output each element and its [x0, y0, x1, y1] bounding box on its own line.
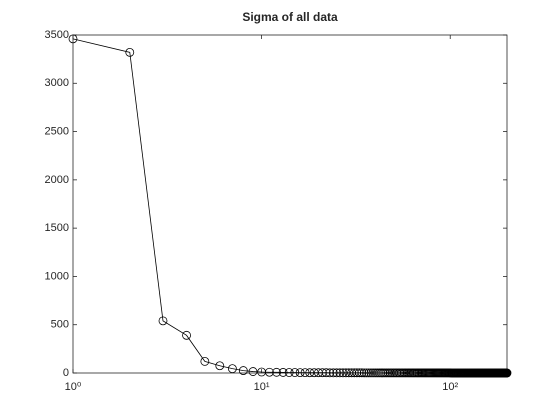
marker	[328, 368, 338, 378]
marker	[376, 368, 386, 378]
y-tick-label: 1000	[45, 270, 69, 282]
marker	[338, 368, 348, 378]
axes-box	[72, 34, 508, 374]
y-tick-label: 1500	[45, 222, 69, 234]
marker	[374, 368, 384, 378]
marker	[317, 368, 327, 378]
marker	[248, 367, 258, 376]
marker	[125, 47, 135, 57]
marker	[357, 368, 367, 378]
marker	[335, 368, 345, 378]
marker	[227, 364, 237, 374]
marker	[355, 368, 364, 378]
y-tick-label: 3000	[45, 77, 69, 89]
marker	[158, 316, 168, 326]
marker	[265, 367, 274, 377]
x-tick-label: 10¹	[254, 381, 270, 393]
marker	[305, 368, 315, 378]
y-tick-label: 2500	[45, 125, 69, 137]
y-tick-label: 500	[51, 319, 69, 331]
marker	[284, 368, 294, 377]
marker	[502, 368, 512, 378]
marker	[200, 357, 210, 366]
marker	[300, 368, 310, 378]
marker	[362, 368, 371, 378]
marker	[290, 368, 300, 377]
marker	[321, 368, 331, 378]
marker	[349, 368, 359, 378]
marker	[295, 368, 305, 378]
marker	[364, 368, 374, 378]
marker	[325, 368, 335, 378]
chart-title: Sigma of all data	[242, 10, 338, 24]
marker	[238, 366, 248, 375]
marker	[215, 361, 225, 371]
marker	[359, 368, 369, 378]
marker	[352, 368, 362, 378]
x-tick-label: 10⁰	[65, 381, 82, 393]
marker	[378, 368, 388, 378]
x-tick-label: 10²	[442, 381, 458, 393]
marker	[272, 367, 281, 377]
y-tick-label: 3500	[45, 29, 69, 41]
y-tick-label: 0	[63, 367, 69, 379]
marker	[332, 368, 342, 378]
marker	[182, 330, 191, 340]
y-tick-label: 2000	[45, 174, 69, 186]
marker	[68, 34, 78, 44]
marker	[278, 368, 288, 377]
